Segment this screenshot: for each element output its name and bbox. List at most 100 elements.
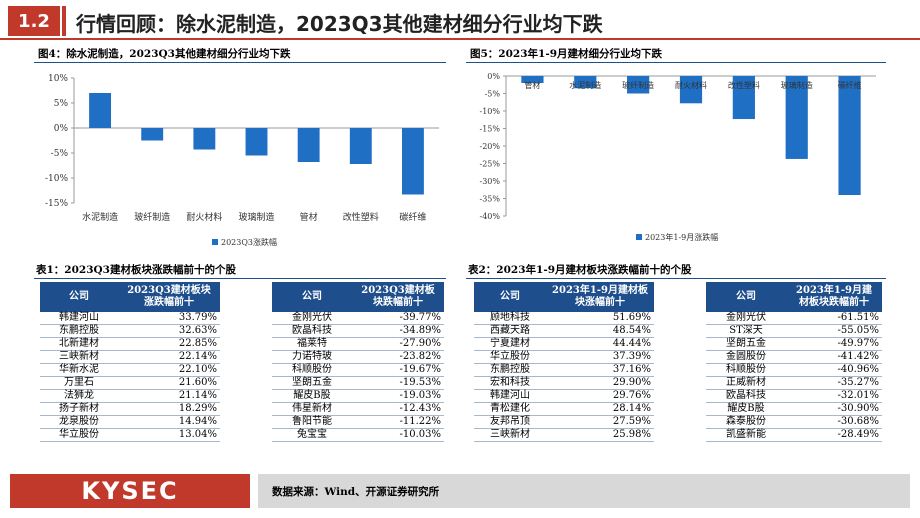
stock-name: 兔宝宝 bbox=[272, 428, 352, 443]
x-category-label: 碳纤维 bbox=[838, 80, 862, 90]
stock-change: -39.77% bbox=[352, 312, 444, 326]
stock-name: 森泰股份 bbox=[706, 415, 786, 430]
stock-change: -49.97% bbox=[786, 337, 882, 352]
table-row: 兔宝宝 -10.03% bbox=[272, 428, 444, 443]
col-header-company: 公司 bbox=[474, 282, 546, 312]
table-row: 北新建材 22.85% bbox=[40, 337, 220, 352]
stock-change: 28.14% bbox=[546, 402, 654, 417]
x-category-label: 水泥制造 bbox=[82, 211, 118, 223]
chart-legend: 2023Q3涨跌幅 bbox=[212, 237, 277, 247]
stock-name: ST深天 bbox=[706, 324, 786, 339]
stock-name: 伟星新材 bbox=[272, 402, 352, 417]
table2-title-rule bbox=[466, 278, 886, 279]
bar bbox=[297, 128, 320, 162]
section-number: 1.2 bbox=[8, 6, 60, 36]
bar bbox=[521, 76, 544, 83]
table-row: 东鹏控股 32.63% bbox=[40, 324, 220, 339]
stock-name: 韩建河山 bbox=[40, 312, 118, 326]
table-row: 力诺特玻 -23.82% bbox=[272, 350, 444, 365]
y-tick-label: -40% bbox=[480, 212, 501, 221]
footer-bar bbox=[258, 474, 910, 508]
stock-name: 鲁阳节能 bbox=[272, 415, 352, 430]
stock-change: -19.67% bbox=[352, 363, 444, 378]
stock-change: -35.27% bbox=[786, 376, 882, 391]
table-row: 法狮龙 21.14% bbox=[40, 389, 220, 404]
bar bbox=[89, 93, 112, 128]
stock-change: 21.60% bbox=[118, 376, 220, 391]
table-row: 坚朗五金 -19.53% bbox=[272, 376, 444, 391]
table-row: 欧晶科技 -34.89% bbox=[272, 324, 444, 339]
stock-change: 33.79% bbox=[118, 312, 220, 326]
data-source-note: 数据来源：Wind、开源证券研究所 bbox=[272, 486, 440, 498]
col-header-change: 2023Q3建材板块跌幅前十 bbox=[352, 282, 444, 312]
stock-change: -19.03% bbox=[352, 389, 444, 404]
table-row: 耀皮B股 -19.03% bbox=[272, 389, 444, 404]
x-category-label: 玻纤制造 bbox=[134, 211, 170, 223]
table-row: 友邦吊顶 27.59% bbox=[474, 415, 654, 430]
stock-change: 13.04% bbox=[118, 428, 220, 443]
col-header-company: 公司 bbox=[40, 282, 118, 312]
table1-title-rule bbox=[34, 278, 446, 279]
x-category-label: 玻璃制造 bbox=[238, 211, 274, 223]
header-divider bbox=[0, 38, 920, 40]
stock-change: -41.42% bbox=[786, 350, 882, 365]
table-2023q3-top-losers: 公司 2023Q3建材板块跌幅前十 金刚光伏 -39.77% 欧晶科技 -34.89% 福… bbox=[272, 282, 444, 443]
stock-change: -27.90% bbox=[352, 337, 444, 352]
y-tick-label: 0% bbox=[487, 72, 500, 81]
table-row: 伟星新材 -12.43% bbox=[272, 402, 444, 417]
stock-name: 扬子新材 bbox=[40, 402, 118, 417]
stock-name: 宏和科技 bbox=[474, 376, 546, 391]
stock-name: 三峡新材 bbox=[40, 350, 118, 365]
y-tick-label: -20% bbox=[480, 142, 501, 151]
table-row: 东鹏控股 37.16% bbox=[474, 363, 654, 378]
table-row: 三峡新材 25.98% bbox=[474, 428, 654, 443]
stock-name: 坚朗五金 bbox=[706, 337, 786, 352]
stock-name: 欧晶科技 bbox=[272, 324, 352, 339]
stock-change: 14.94% bbox=[118, 415, 220, 430]
legend-label: 2023Q3涨跌幅 bbox=[221, 237, 277, 247]
x-category-label: 耐火材料 bbox=[675, 80, 707, 90]
table-2023-jan-sep-top-gainers: 公司 2023年1-9月建材板块涨幅前十 顾地科技 51.69% 西藏天路 48.54%… bbox=[474, 282, 654, 443]
stock-change: -12.43% bbox=[352, 402, 444, 417]
stock-name: 北新建材 bbox=[40, 337, 118, 352]
y-tick-label: -5% bbox=[51, 149, 69, 159]
col-header-company: 公司 bbox=[706, 282, 786, 312]
table-row: 龙泉股份 14.94% bbox=[40, 415, 220, 430]
bar bbox=[141, 128, 164, 141]
col-header-company: 公司 bbox=[272, 282, 352, 312]
stock-change: 18.29% bbox=[118, 402, 220, 417]
table-row: 耀皮B股 -30.90% bbox=[706, 402, 882, 417]
stock-name: 科顺股份 bbox=[272, 363, 352, 378]
table-row: 坚朗五金 -49.97% bbox=[706, 337, 882, 352]
chart-2023q3-subsector: 10% 5% 0% -5% -10% -15% 水泥制造 玻纤制造 耐火材料 玻璃制造 管材 改性塑料… bbox=[45, 74, 439, 247]
section-accent-bar bbox=[62, 6, 66, 36]
stock-name: 东鹏控股 bbox=[40, 324, 118, 339]
stock-change: 22.10% bbox=[118, 363, 220, 378]
stock-change: 37.39% bbox=[546, 350, 654, 365]
x-category-label: 玻纤制造 bbox=[622, 80, 654, 90]
y-tick-label: -15% bbox=[45, 199, 68, 209]
stock-change: 44.44% bbox=[546, 337, 654, 352]
y-tick-label: 0% bbox=[54, 124, 69, 134]
bar bbox=[401, 128, 424, 195]
table-row: 金圆股份 -41.42% bbox=[706, 350, 882, 365]
table1-title: 表1：2023Q3建材板块涨跌幅前十的个股 bbox=[36, 264, 236, 276]
stock-change: -34.89% bbox=[352, 324, 444, 339]
fig5-title-rule bbox=[466, 62, 886, 63]
stock-name: 万里石 bbox=[40, 376, 118, 391]
table-row: 正威新材 -35.27% bbox=[706, 376, 882, 391]
stock-name: 金刚光伏 bbox=[272, 312, 352, 326]
stock-name: 金圆股份 bbox=[706, 350, 786, 365]
stock-name: 东鹏控股 bbox=[474, 363, 546, 378]
stock-change: -23.82% bbox=[352, 350, 444, 365]
stock-name: 耀皮B股 bbox=[272, 389, 352, 404]
stock-name: 华立股份 bbox=[474, 350, 546, 365]
stock-name: 西藏天路 bbox=[474, 324, 546, 339]
table-row: 宁夏建材 44.44% bbox=[474, 337, 654, 352]
bar bbox=[574, 76, 597, 89]
stock-name: 法狮龙 bbox=[40, 389, 118, 404]
stock-change: 37.16% bbox=[546, 363, 654, 378]
table-row: 三峡新材 22.14% bbox=[40, 350, 220, 365]
table-row: 扬子新材 18.29% bbox=[40, 402, 220, 417]
stock-name: 科顺股份 bbox=[706, 363, 786, 378]
